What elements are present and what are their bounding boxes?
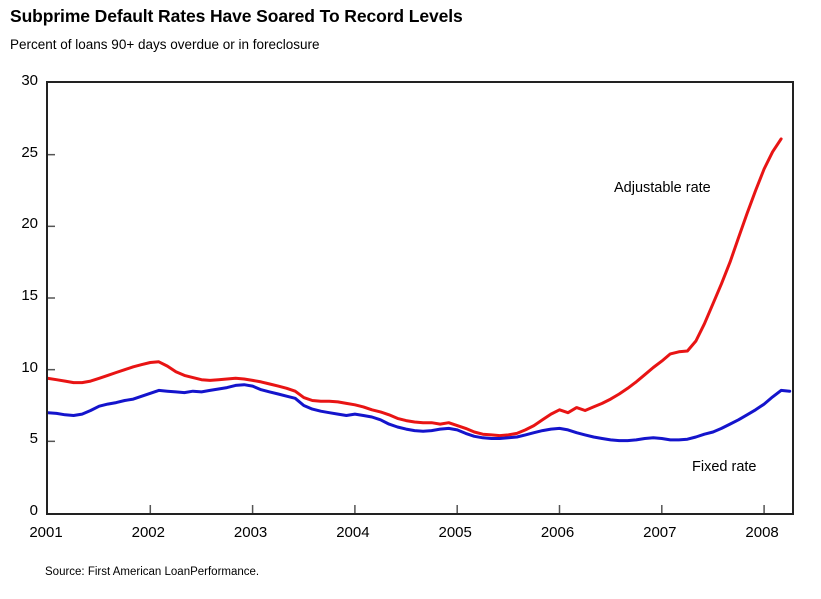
- x-axis-label: 2001: [29, 524, 63, 541]
- x-axis-label: 2003: [233, 524, 268, 541]
- y-axis-label: 20: [21, 215, 38, 233]
- series-line-fixed-rate: [48, 383, 792, 443]
- source-note: Source: First American LoanPerformance.: [45, 566, 260, 578]
- y-axis-label: 5: [29, 430, 38, 448]
- x-axis-label: 2004: [336, 524, 370, 541]
- chart-subtitle: Percent of loans 90+ days overdue or in …: [10, 37, 320, 52]
- series-label-fixed-rate: Fixed rate: [692, 459, 757, 475]
- y-axis-label: 30: [21, 72, 38, 89]
- y-axis-label: 0: [29, 502, 38, 519]
- x-axis-label: 2006: [540, 524, 575, 541]
- series-label-adjustable-rate: Adjustable rate: [614, 180, 711, 196]
- x-axis-label: 2008: [745, 524, 779, 541]
- y-axis-label: 15: [21, 287, 38, 304]
- x-axis-label: 2005: [438, 524, 472, 541]
- x-axis-label: 2007: [643, 524, 677, 541]
- y-axis-label: 10: [21, 358, 38, 376]
- chart-title: Subprime Default Rates Have Soared To Re…: [10, 6, 463, 26]
- series-line-adjustable-rate: [48, 137, 783, 438]
- x-axis-label: 2002: [131, 524, 165, 541]
- line-chart-svg: [48, 137, 792, 513]
- plot-area: Adjustable rate Fixed rate: [46, 81, 794, 515]
- y-axis-label: 25: [21, 143, 38, 161]
